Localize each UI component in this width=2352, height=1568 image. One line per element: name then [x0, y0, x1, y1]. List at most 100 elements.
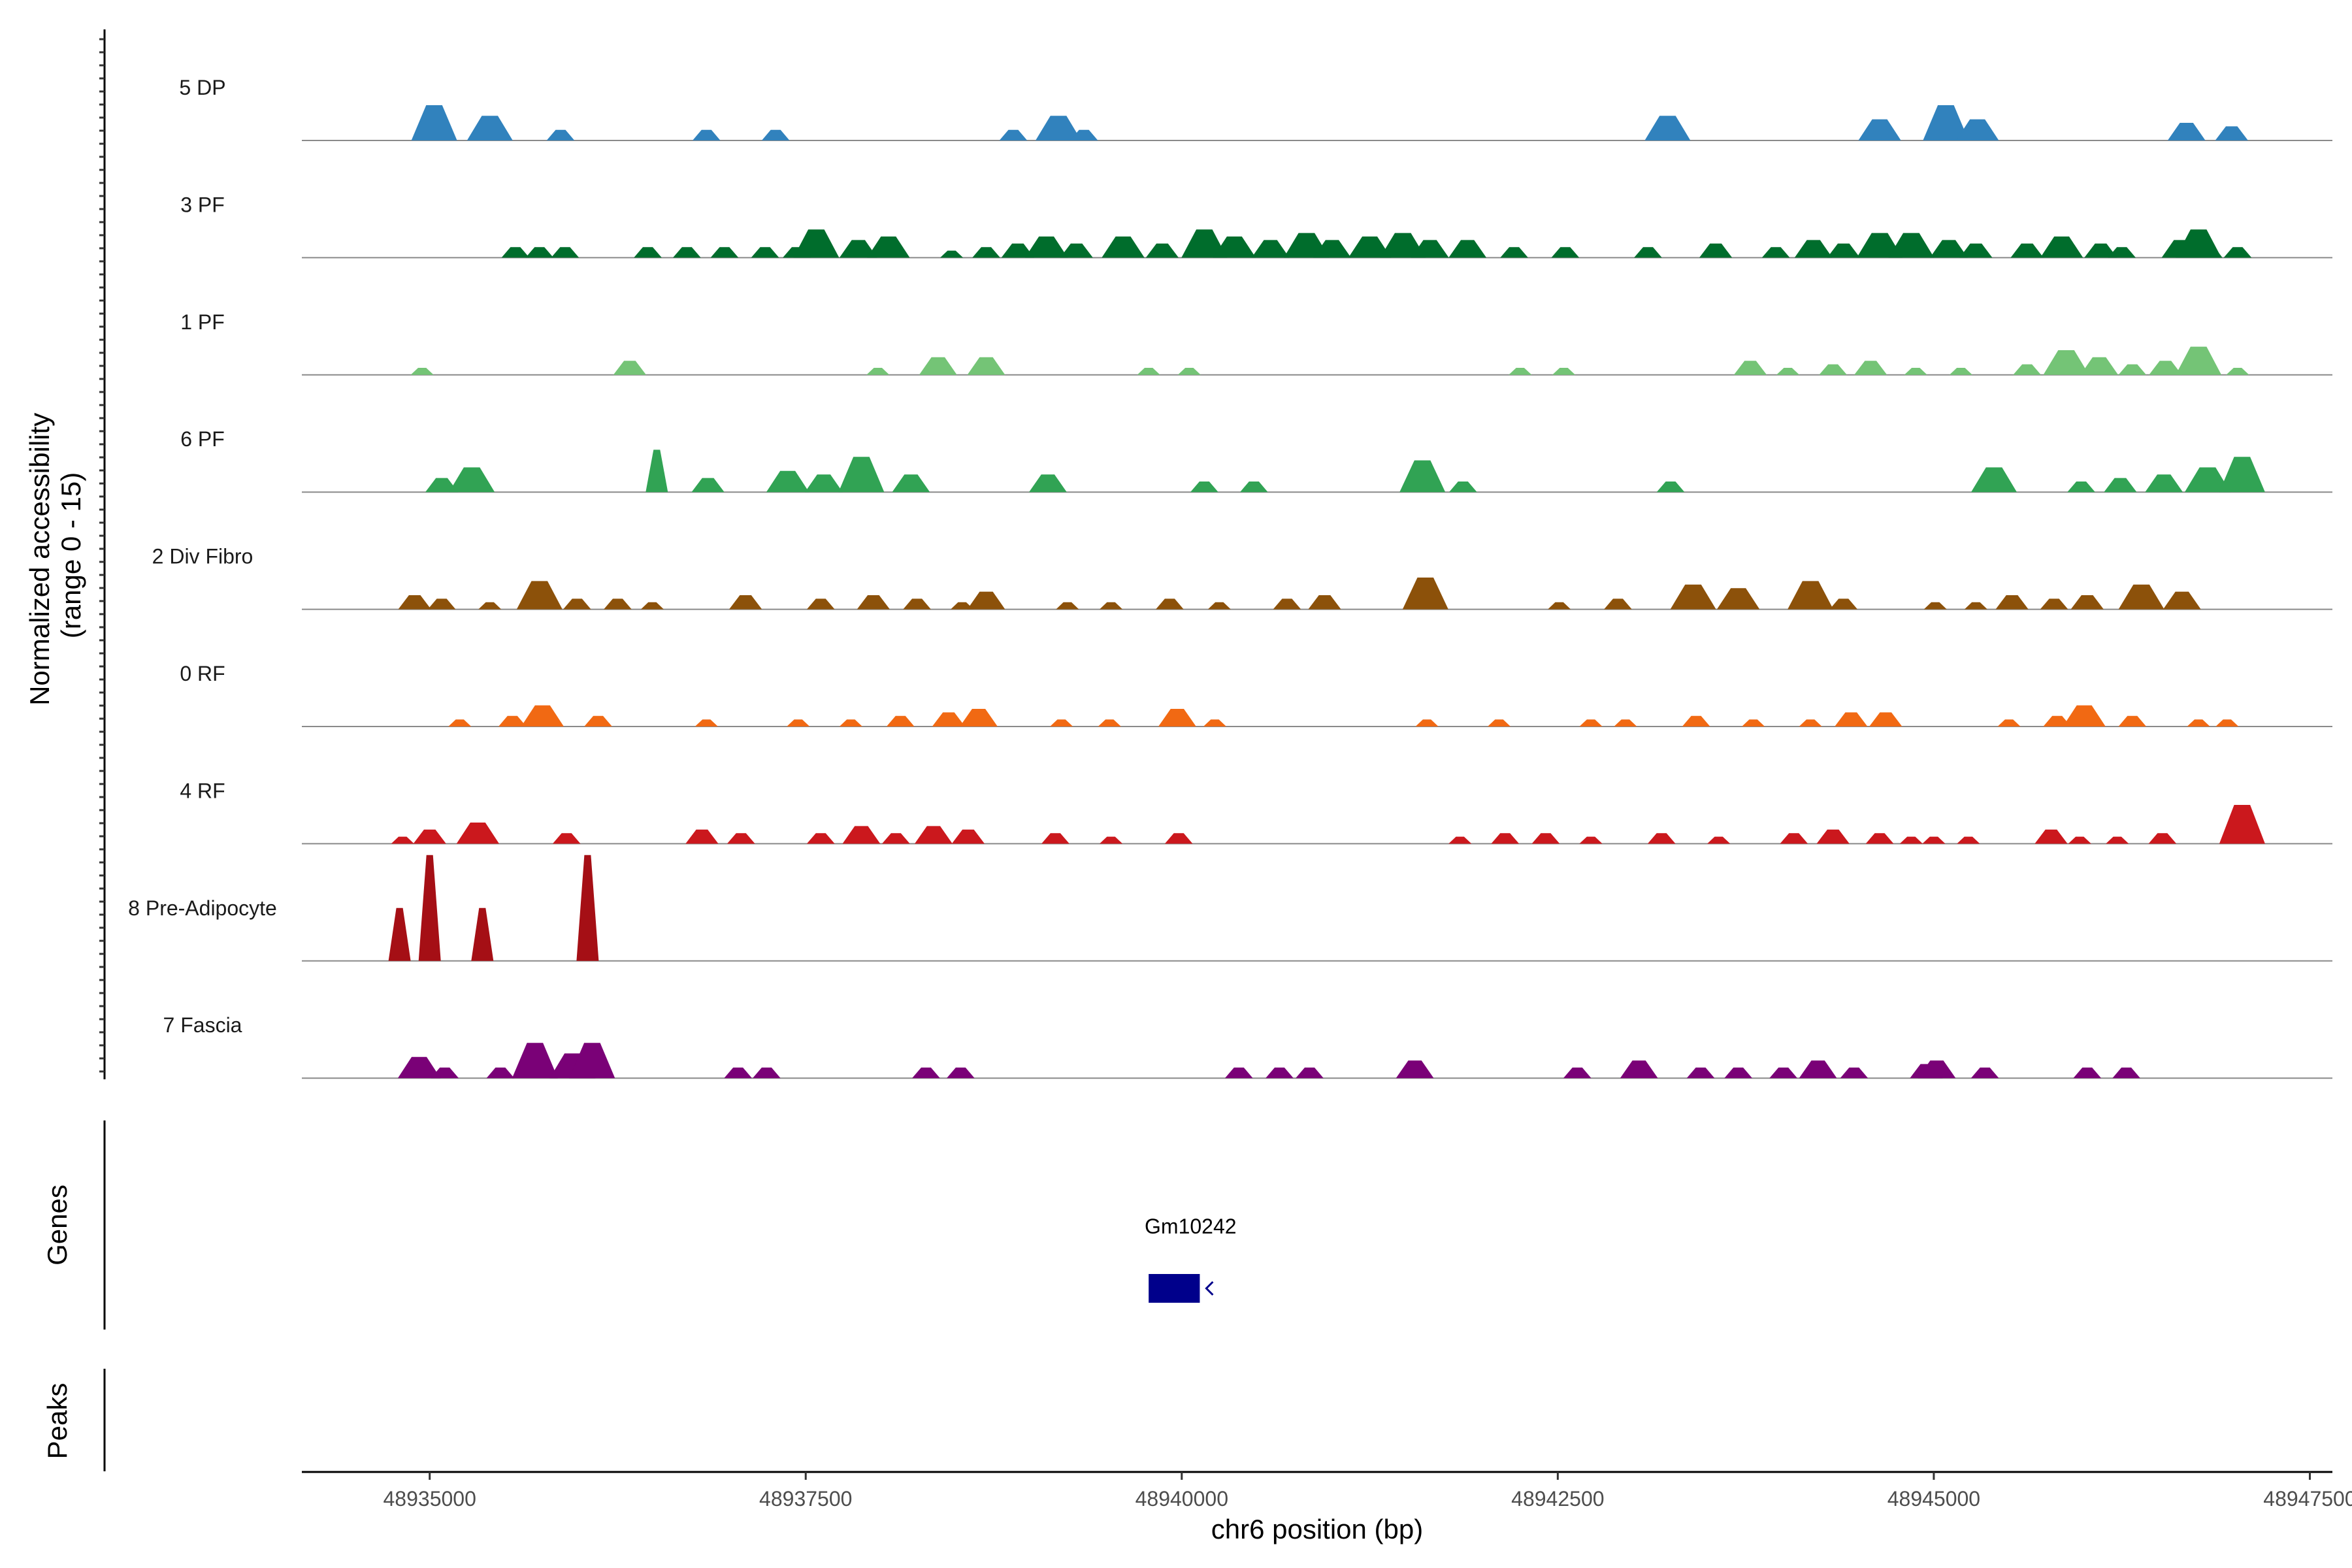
coverage-peak — [1799, 1060, 1837, 1079]
y-axis-title-line1: Normalized accessibility — [24, 413, 55, 706]
coverage-peak — [1995, 595, 2029, 610]
coverage-peak — [471, 907, 494, 961]
coverage-peak — [1156, 598, 1184, 610]
coverage-peak — [960, 709, 998, 727]
coverage-peak — [1949, 368, 1972, 375]
coverage-peak — [1552, 368, 1576, 375]
coverage-peak — [1956, 119, 1999, 140]
coverage-peak — [1957, 836, 1980, 844]
coverage-peak — [1548, 602, 1571, 610]
coverage-peak — [932, 712, 966, 727]
coverage-peak — [1448, 836, 1472, 844]
coverage-peak — [2176, 346, 2222, 375]
coverage-peak — [685, 829, 719, 844]
coverage-peak — [1699, 243, 1733, 258]
coverage-peak — [951, 602, 974, 610]
coverage-peak — [1509, 368, 1532, 375]
coverage-peak — [838, 457, 885, 493]
coverage-peak — [967, 357, 1005, 375]
coverage-peak — [546, 129, 575, 140]
coverage-peak — [1959, 243, 1993, 258]
track-2-div-fibro: 2 Div Fibro — [152, 545, 2332, 610]
track-label: 2 Div Fibro — [152, 545, 253, 568]
coverage-peak — [516, 581, 563, 610]
coverage-peak — [2080, 357, 2119, 375]
track-label: 4 RF — [180, 779, 225, 802]
coverage-peak — [751, 247, 779, 258]
coverage-tracks: 5 DP 3 PF 1 PF 6 PF 2 Div Fibro 0 RF 4 RF 8 Pre… — [128, 76, 2332, 1079]
coverage-peak — [912, 1068, 940, 1079]
coverage-peak — [1780, 833, 1808, 844]
coverage-peak — [613, 361, 646, 375]
coverage-peak — [1145, 243, 1179, 258]
coverage-peak — [2118, 584, 2164, 610]
coverage-peak — [397, 1056, 441, 1079]
coverage-peak — [2226, 368, 2249, 375]
coverage-peak — [1634, 247, 1662, 258]
coverage-peak — [1644, 116, 1691, 140]
coverage-peak — [1399, 460, 1446, 493]
coverage-peak — [448, 719, 472, 727]
coverage-peak — [1579, 719, 1603, 727]
coverage-peak — [2112, 1068, 2140, 1079]
coverage-peak — [1854, 361, 1887, 375]
coverage-peak — [1415, 719, 1439, 727]
x-tick-label: 48942500 — [1511, 1487, 1604, 1511]
coverage-peak — [1137, 368, 1160, 375]
coverage-peak — [418, 855, 441, 961]
coverage-peak — [2184, 467, 2230, 493]
coverage-peak — [498, 715, 527, 727]
coverage-peak — [1190, 482, 1218, 493]
coverage-peak — [999, 129, 1028, 140]
coverage-peak — [727, 833, 755, 844]
coverage-peak — [501, 247, 530, 258]
coverage-peak — [1551, 247, 1580, 258]
coverage-peak — [1970, 1068, 1999, 1079]
coverage-peak — [1041, 833, 1070, 844]
coverage-peak — [867, 237, 910, 258]
coverage-peak — [576, 855, 599, 961]
coverage-peak — [940, 250, 964, 258]
track-4-rf: 4 RF — [180, 779, 2332, 845]
track-0-rf: 0 RF — [180, 662, 2332, 727]
coverage-peak — [1964, 602, 1987, 610]
y-axis-title: Normalized accessibility (range 0 - 15) — [24, 405, 86, 706]
x-tick-label: 48940000 — [1135, 1487, 1228, 1511]
track-label: 0 RF — [180, 662, 225, 685]
coverage-peak — [1396, 1060, 1434, 1079]
coverage-peak — [456, 823, 499, 844]
coverage-peak — [2223, 247, 2252, 258]
coverage-peak — [1686, 1068, 1715, 1079]
coverage-peak — [1604, 598, 1632, 610]
coverage-peak — [761, 129, 790, 140]
peaks-panel: Peaks — [42, 1369, 106, 1471]
coverage-peak — [1742, 719, 1765, 727]
coverage-peak — [1024, 237, 1068, 258]
coverage-peak — [2034, 829, 2068, 844]
coverage-peak — [2073, 1068, 2102, 1079]
coverage-peak — [694, 719, 718, 727]
track-label: 3 PF — [180, 193, 225, 216]
coverage-peak — [1158, 709, 1196, 727]
y-axis-ticks — [99, 38, 105, 1073]
coverage-peak — [1788, 581, 1834, 610]
coverage-peak — [449, 467, 495, 493]
coverage-peak — [2108, 247, 2136, 258]
coverage-peak — [2067, 482, 2095, 493]
coverage-peak — [584, 715, 612, 727]
coverage-peak — [645, 449, 668, 493]
coverage-peak — [1296, 1068, 1324, 1079]
coverage-peak — [2010, 243, 2044, 258]
coverage-peak — [551, 247, 580, 258]
coverage-peak — [947, 1068, 975, 1079]
coverage-peak — [2187, 719, 2210, 727]
coverage-peak — [1500, 247, 1528, 258]
coverage-peak — [478, 602, 502, 610]
coverage-peak — [634, 247, 662, 258]
coverage-peak — [1716, 588, 1760, 610]
coverage-peak — [903, 598, 931, 610]
coverage-peak — [691, 478, 725, 493]
coverage-peak — [466, 116, 513, 140]
coverage-peak — [1620, 1060, 1658, 1079]
coverage-peak — [2040, 598, 2068, 610]
